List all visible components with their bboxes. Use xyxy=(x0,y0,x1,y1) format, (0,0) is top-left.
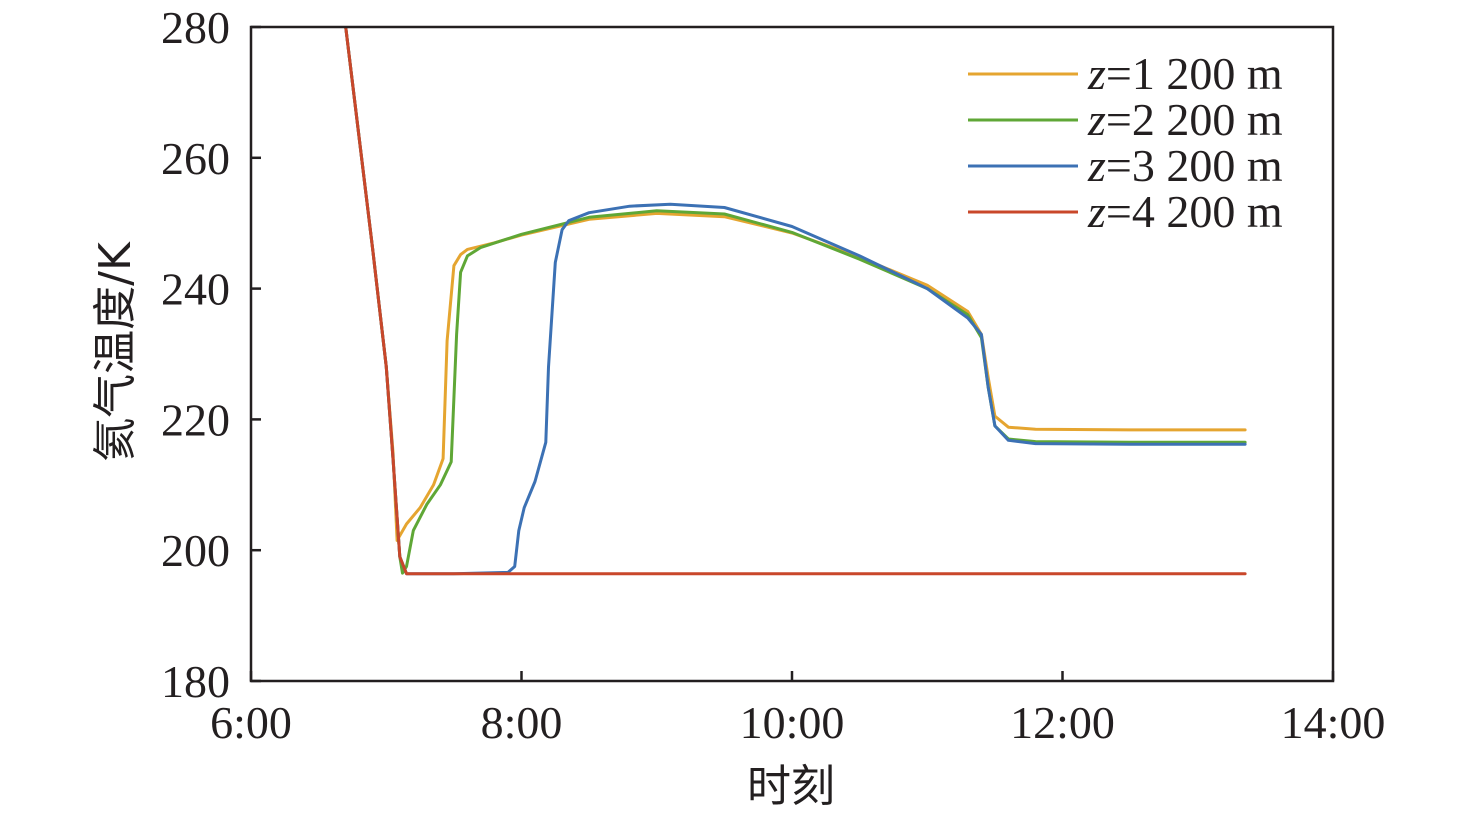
x-tick-label: 10:00 xyxy=(740,697,845,748)
plot-lines xyxy=(344,26,1247,576)
x-tick-label: 8:00 xyxy=(481,697,563,748)
legend-label-4: z=4 200 m xyxy=(1087,186,1283,237)
y-tick-label: 220 xyxy=(161,394,230,445)
y-axis-title: 氦气温度/K xyxy=(90,241,141,462)
series-line-4 xyxy=(344,26,1247,576)
legend-label-2: z=2 200 m xyxy=(1087,94,1283,145)
x-axis-title: 时刻 xyxy=(747,761,835,812)
x-tick-label: 12:00 xyxy=(1010,697,1115,748)
tick-labels: 6:00 8:00 10:00 12:00 14:00 180 200 220 240 260 28… xyxy=(161,2,1385,748)
y-tick-label: 200 xyxy=(161,525,230,576)
legend: z=1 200 mz=2 200 mz=3 200 mz=4 200 m xyxy=(968,48,1283,237)
y-tick-label: 240 xyxy=(161,264,230,315)
y-tick-label: 180 xyxy=(161,656,230,707)
y-tick-label: 280 xyxy=(161,2,230,53)
legend-label-1: z=1 200 m xyxy=(1087,48,1283,99)
legend-label-3: z=3 200 m xyxy=(1087,140,1283,191)
x-tick-label: 6:00 xyxy=(210,697,292,748)
x-tick-label: 14:00 xyxy=(1281,697,1386,748)
y-tick-label: 260 xyxy=(161,133,230,184)
axes xyxy=(249,25,1335,683)
